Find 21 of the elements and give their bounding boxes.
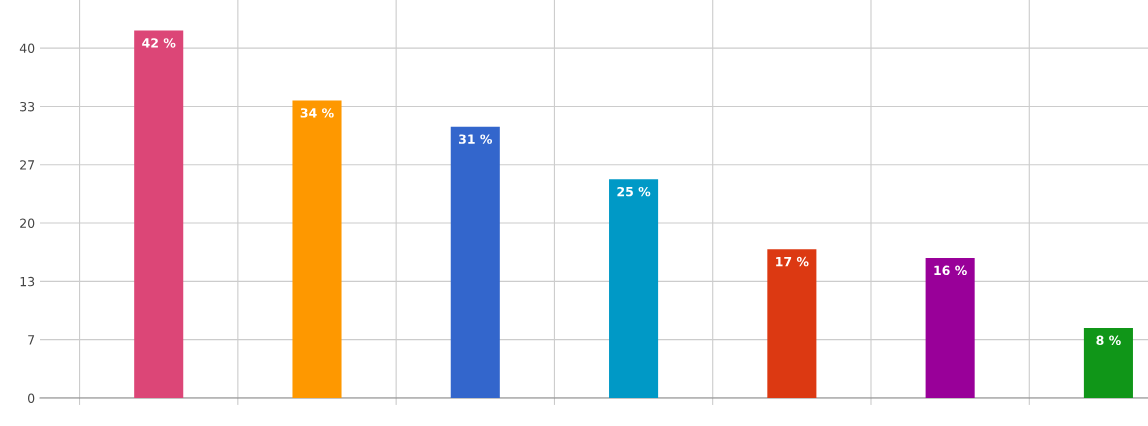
y-tick-label: 0 xyxy=(28,393,35,403)
data-label: 16 % xyxy=(934,265,967,276)
data-label: 31 % xyxy=(458,134,493,144)
bar xyxy=(450,126,500,398)
y-tick-label: 13 xyxy=(20,276,35,287)
bar xyxy=(292,100,342,398)
y-tick-label: 20 xyxy=(20,218,35,228)
y-tick-label: 27 xyxy=(20,160,35,170)
bar xyxy=(134,30,184,398)
bar xyxy=(1083,328,1133,398)
data-label: 17 % xyxy=(776,256,809,267)
bar xyxy=(767,249,817,398)
y-tick-label: 40 xyxy=(19,43,35,54)
y-tick-label: 33 xyxy=(20,101,35,112)
data-label: 42 % xyxy=(142,38,176,48)
bar xyxy=(925,258,975,398)
y-tick-label: 7 xyxy=(28,335,35,345)
data-label: 25 % xyxy=(617,186,651,197)
data-label: 34 % xyxy=(300,108,334,118)
bar xyxy=(609,179,659,398)
data-label: 8 % xyxy=(1096,335,1121,346)
